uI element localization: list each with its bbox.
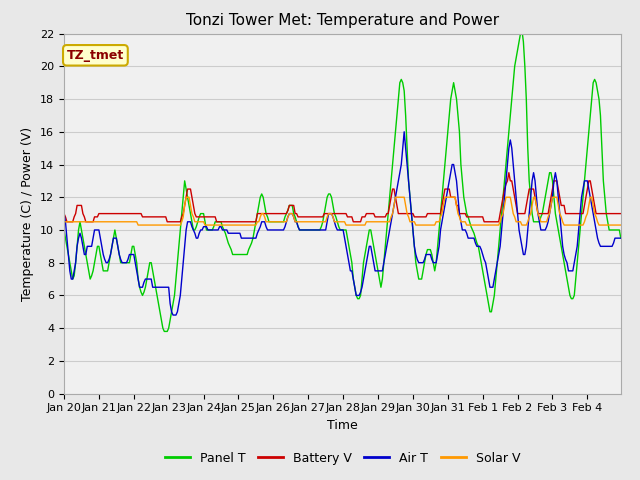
Line: Air T: Air T [64, 132, 621, 315]
Line: Solar V: Solar V [64, 197, 621, 225]
Battery V [505, 170, 513, 176]
Battery V [60, 211, 68, 216]
Solar V [460, 219, 468, 225]
Panel T [60, 227, 68, 233]
Battery V [616, 211, 623, 216]
Air T [401, 129, 408, 135]
Air T [348, 268, 356, 274]
Line: Panel T: Panel T [64, 30, 621, 331]
Panel T [543, 186, 550, 192]
Solar V [616, 222, 623, 228]
Air T [169, 312, 177, 318]
Air T [616, 235, 623, 241]
Text: TZ_tmet: TZ_tmet [67, 49, 124, 62]
Air T [97, 235, 104, 241]
Panel T [458, 178, 466, 184]
Solar V [617, 222, 625, 228]
Solar V [182, 194, 190, 200]
Y-axis label: Temperature (C) / Power (V): Temperature (C) / Power (V) [22, 127, 35, 300]
Air T [617, 235, 625, 241]
Panel T [616, 227, 623, 233]
Line: Battery V: Battery V [64, 173, 621, 222]
Panel T [348, 260, 356, 265]
Battery V [458, 211, 466, 216]
Air T [79, 243, 87, 249]
Air T [460, 227, 468, 233]
X-axis label: Time: Time [327, 419, 358, 432]
Title: Tonzi Tower Met: Temperature and Power: Tonzi Tower Met: Temperature and Power [186, 13, 499, 28]
Battery V [617, 211, 625, 216]
Panel T [617, 235, 625, 241]
Panel T [161, 328, 168, 334]
Battery V [543, 211, 550, 216]
Panel T [79, 235, 87, 241]
Solar V [543, 219, 550, 225]
Battery V [81, 214, 88, 220]
Panel T [518, 27, 526, 33]
Battery V [63, 219, 71, 225]
Solar V [60, 219, 68, 225]
Solar V [134, 222, 142, 228]
Solar V [97, 219, 104, 225]
Air T [60, 211, 68, 216]
Battery V [348, 214, 356, 220]
Air T [543, 224, 550, 229]
Panel T [97, 252, 104, 257]
Battery V [98, 211, 106, 216]
Legend: Panel T, Battery V, Air T, Solar V: Panel T, Battery V, Air T, Solar V [160, 447, 525, 469]
Solar V [79, 219, 87, 225]
Solar V [349, 222, 357, 228]
